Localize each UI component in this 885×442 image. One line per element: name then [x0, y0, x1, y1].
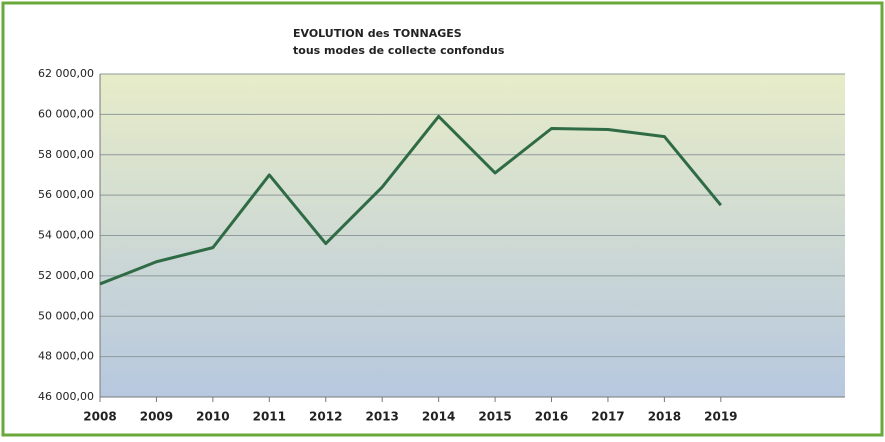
x-tick-label: 2009: [140, 410, 173, 424]
x-tick-label: 2011: [253, 410, 286, 424]
y-tick-label: 60 000,00: [38, 107, 94, 120]
y-tick-label: 58 000,00: [38, 148, 94, 161]
y-tick-label: 50 000,00: [38, 309, 94, 322]
x-tick-label: 2018: [648, 410, 681, 424]
y-tick-label: 48 000,00: [38, 350, 94, 363]
x-tick-label: 2016: [535, 410, 568, 424]
x-tick-label: 2013: [365, 410, 398, 424]
x-tick-label: 2014: [422, 410, 455, 424]
chart-subtitle: tous modes de collecte confondus: [293, 44, 505, 57]
x-tick-label: 2017: [591, 410, 624, 424]
x-tick-label: 2008: [83, 410, 116, 424]
chart-title: EVOLUTION des TONNAGES: [293, 27, 462, 40]
x-tick-label: 2012: [309, 410, 342, 424]
x-tick-label: 2019: [704, 410, 737, 424]
y-tick-label: 54 000,00: [38, 229, 94, 242]
y-tick-label: 62 000,00: [38, 67, 94, 80]
y-tick-label: 46 000,00: [38, 390, 94, 403]
x-tick-label: 2015: [478, 410, 511, 424]
y-tick-label: 52 000,00: [38, 269, 94, 282]
x-tick-label: 2010: [196, 410, 229, 424]
y-tick-label: 56 000,00: [38, 188, 94, 201]
data-line: [99, 114, 722, 286]
